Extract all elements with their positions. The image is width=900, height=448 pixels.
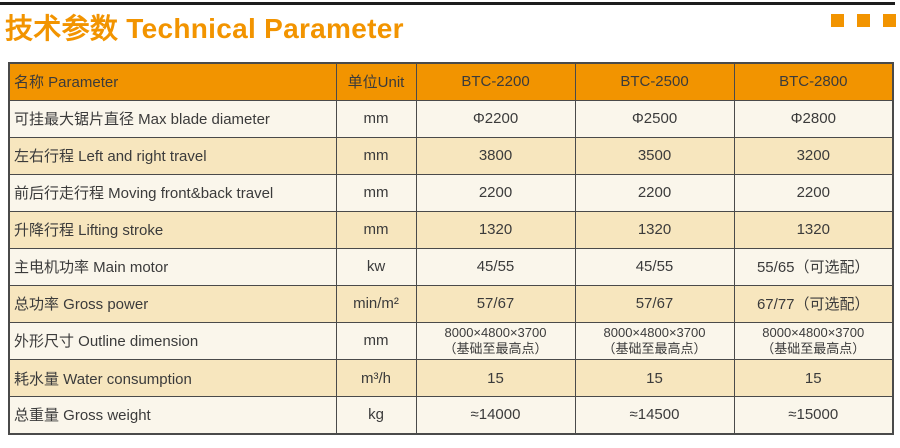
table-row-main-motor: 主电机功率 Main motor kw 45/55 45/55 55/65（可选… <box>8 247 894 286</box>
table-header-row: 名称 Parameter 单位Unit BTC-2200 BTC-2500 BT… <box>8 62 894 101</box>
value-cell-btc-2200: 15 <box>415 359 576 397</box>
table-row-outline-dimension: 外形尺寸 Outline dimension mm 8000×4800×3700… <box>8 321 894 360</box>
unit-cell: mm <box>335 210 417 249</box>
unit-cell: mm <box>335 99 417 138</box>
value-cell-btc-2800: 2200 <box>733 173 894 212</box>
table-row-gross-weight: 总重量 Gross weight kg ≈14000 ≈14500 ≈15000 <box>8 396 894 434</box>
table-row-left-right-travel: 左右行程 Left and right travel mm 3800 3500 … <box>8 136 894 175</box>
value-cell-btc-2800: 15 <box>733 359 894 397</box>
value-cell-btc-2800: Φ2800 <box>733 99 894 138</box>
unit-cell: kg <box>335 396 417 434</box>
unit-cell: mm <box>335 173 417 212</box>
orange-square-icon <box>831 14 844 27</box>
param-name-cell: 主电机功率 Main motor <box>8 247 337 286</box>
value-cell-btc-2500: 57/67 <box>574 284 735 323</box>
table-row-front-back-travel: 前后行走行程 Moving front&back travel mm 2200 … <box>8 173 894 212</box>
value-cell-btc-2200: 57/67 <box>415 284 576 323</box>
col-header-btc-2200: BTC-2200 <box>415 62 576 101</box>
unit-cell: min/m² <box>335 284 417 323</box>
param-name-cell: 外形尺寸 Outline dimension <box>8 321 337 360</box>
value-cell-btc-2500: 45/55 <box>574 247 735 286</box>
table-row-gross-power: 总功率 Gross power min/m² 57/67 57/67 67/77… <box>8 284 894 323</box>
param-name-cell: 前后行走行程 Moving front&back travel <box>8 173 337 212</box>
value-cell-btc-2500: 8000×4800×3700 （基础至最高点） <box>574 321 735 360</box>
orange-square-icon <box>857 14 870 27</box>
table-row-max-blade-diameter: 可挂最大锯片直径 Max blade diameter mm Φ2200 Φ25… <box>8 99 894 138</box>
param-name-cell: 升降行程 Lifting stroke <box>8 210 337 249</box>
value-cell-btc-2200: 8000×4800×3700 （基础至最高点） <box>415 321 576 360</box>
param-name-cell: 总重量 Gross weight <box>8 396 337 434</box>
value-cell-btc-2500: Φ2500 <box>574 99 735 138</box>
param-name-cell: 耗水量 Water consumption <box>8 359 337 397</box>
value-cell-btc-2800: ≈15000 <box>733 396 894 434</box>
decorative-squares <box>831 14 896 27</box>
value-cell-btc-2200: ≈14000 <box>415 396 576 434</box>
value-cell-btc-2800: 67/77（可选配） <box>733 284 894 323</box>
unit-cell: kw <box>335 247 417 286</box>
section-title: 技术参数 Technical Parameter <box>5 13 404 44</box>
value-cell-btc-2800: 3200 <box>733 136 894 175</box>
col-header-btc-2500: BTC-2500 <box>574 62 735 101</box>
col-header-parameter: 名称 Parameter <box>8 62 337 101</box>
value-cell-btc-2800: 8000×4800×3700 （基础至最高点） <box>733 321 894 360</box>
value-cell-btc-2500: ≈14500 <box>574 396 735 434</box>
unit-cell: mm <box>335 321 417 360</box>
value-cell-btc-2500: 2200 <box>574 173 735 212</box>
value-cell-btc-2200: 2200 <box>415 173 576 212</box>
value-cell-btc-2200: 3800 <box>415 136 576 175</box>
orange-square-icon <box>883 14 896 27</box>
unit-cell: mm <box>335 136 417 175</box>
col-header-unit: 单位Unit <box>335 62 417 101</box>
param-name-cell: 总功率 Gross power <box>8 284 337 323</box>
value-cell-btc-2500: 1320 <box>574 210 735 249</box>
param-name-cell: 可挂最大锯片直径 Max blade diameter <box>8 99 337 138</box>
value-cell-btc-2800: 55/65（可选配） <box>733 247 894 286</box>
table-row-lifting-stroke: 升降行程 Lifting stroke mm 1320 1320 1320 <box>8 210 894 249</box>
col-header-btc-2800: BTC-2800 <box>733 62 894 101</box>
value-cell-btc-2500: 3500 <box>574 136 735 175</box>
value-cell-btc-2200: 45/55 <box>415 247 576 286</box>
unit-cell: m³/h <box>335 359 417 397</box>
value-cell-btc-2500: 15 <box>574 359 735 397</box>
top-rule <box>0 2 895 5</box>
value-cell-btc-2200: 1320 <box>415 210 576 249</box>
table-row-water-consumption: 耗水量 Water consumption m³/h 15 15 15 <box>8 359 894 397</box>
technical-parameter-table: 名称 Parameter 单位Unit BTC-2200 BTC-2500 BT… <box>8 62 894 435</box>
param-name-cell: 左右行程 Left and right travel <box>8 136 337 175</box>
value-cell-btc-2200: Φ2200 <box>415 99 576 138</box>
value-cell-btc-2800: 1320 <box>733 210 894 249</box>
